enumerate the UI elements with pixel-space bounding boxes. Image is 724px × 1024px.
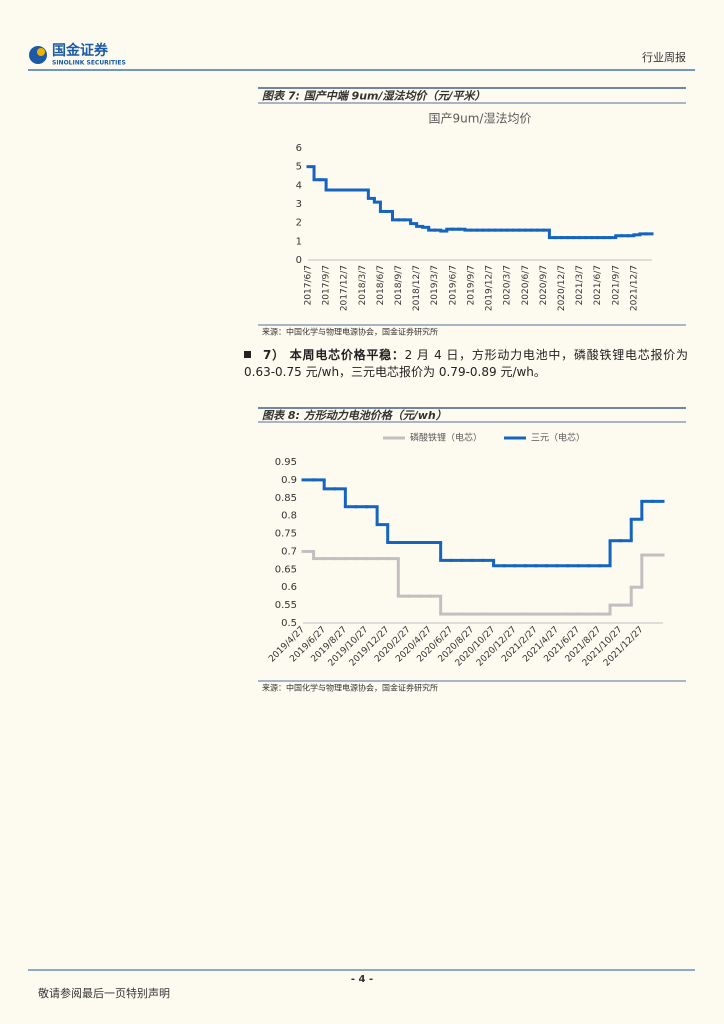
bullet bbox=[244, 351, 251, 358]
x-tick-label: 2019/9/7 bbox=[466, 265, 476, 305]
y-tick-label: 4 bbox=[296, 180, 302, 191]
y-tick-label: 5 bbox=[296, 162, 302, 173]
paragraph: 7） 本周电芯价格平稳：2 月 4 日，方形动力电池中，磷酸铁锂电芯报价为 0.… bbox=[244, 347, 688, 381]
x-tick-label: 2021/9/7 bbox=[611, 265, 621, 305]
x-tick-label: 2021/12/7 bbox=[629, 265, 639, 311]
x-tick-label: 2017/6/7 bbox=[304, 265, 314, 305]
x-tick-label: 2019/3/7 bbox=[430, 265, 440, 305]
paragraph-lead: 7） 本周电芯价格平稳： bbox=[263, 348, 405, 362]
y-tick-label: 0.7 bbox=[281, 546, 297, 557]
y-tick-label: 0.8 bbox=[281, 511, 297, 522]
page-number: - 4 - bbox=[351, 974, 373, 985]
x-tick-label: 2017/9/7 bbox=[322, 265, 332, 305]
y-tick-label: 0.65 bbox=[275, 564, 297, 575]
y-tick-label: 0.5 bbox=[281, 618, 297, 629]
chart-title: 国产9um/湿法均价 bbox=[429, 111, 532, 126]
figure-source: 来源：中国化学与物理电源协会，国金证券研究所 bbox=[262, 683, 438, 693]
y-tick-label: 0.55 bbox=[275, 600, 297, 611]
y-tick-label: 2 bbox=[296, 218, 302, 229]
y-tick-label: 0.75 bbox=[275, 529, 297, 540]
x-tick-label: 2020/9/7 bbox=[539, 265, 549, 305]
report-type: 行业周报 bbox=[642, 50, 686, 64]
x-tick-label: 2019/12/7 bbox=[485, 265, 495, 311]
logo-icon-dot bbox=[37, 48, 45, 56]
logo-en: SINOLINK SECURITIES bbox=[52, 60, 126, 67]
x-tick-label: 2020/3/7 bbox=[503, 265, 513, 305]
y-tick-label: 6 bbox=[296, 143, 302, 154]
figure-caption: 图表 8: 方形动力电池价格（元/wh） bbox=[262, 409, 447, 422]
x-tick-label: 2020/12/7 bbox=[557, 265, 567, 311]
x-tick-label: 2018/12/7 bbox=[412, 265, 422, 311]
disclaimer: 敬请参阅最后一页特别声明 bbox=[38, 986, 170, 1000]
x-tick-label: 2018/9/7 bbox=[394, 265, 404, 305]
y-tick-label: 0.6 bbox=[281, 582, 297, 593]
x-tick-label: 2017/12/7 bbox=[340, 265, 350, 311]
legend-label: 磷酸铁锂（电芯） bbox=[410, 432, 482, 444]
x-tick-label: 2021/6/7 bbox=[593, 265, 603, 305]
y-tick-label: 0.9 bbox=[281, 475, 297, 486]
x-tick-label: 2021/3/7 bbox=[575, 265, 585, 305]
x-tick-label: 2020/6/7 bbox=[521, 265, 531, 305]
y-tick-label: 0.85 bbox=[275, 493, 297, 504]
y-tick-label: 3 bbox=[296, 199, 302, 210]
logo: 国金证券 bbox=[52, 42, 109, 59]
legend-label: 三元（电芯） bbox=[531, 432, 585, 444]
y-tick-label: 1 bbox=[296, 236, 302, 247]
figure-source: 来源：中国化学与物理电源协会，国金证券研究所 bbox=[262, 327, 438, 337]
y-tick-label: 0 bbox=[296, 255, 302, 266]
y-tick-label: 0.95 bbox=[275, 457, 297, 468]
paragraph-text: 2 月 4 日，方形动力电池中，磷酸铁锂电芯报价为 0.63-0.75 元/wh… bbox=[244, 348, 689, 379]
logo-icon bbox=[29, 46, 47, 64]
x-tick-label: 2018/6/7 bbox=[376, 265, 386, 305]
figure-caption: 图表 7: 国产中端 9um/湿法均价（元/平米） bbox=[262, 90, 486, 103]
x-tick-label: 2019/6/7 bbox=[448, 265, 458, 305]
x-tick-label: 2018/3/7 bbox=[358, 265, 368, 305]
